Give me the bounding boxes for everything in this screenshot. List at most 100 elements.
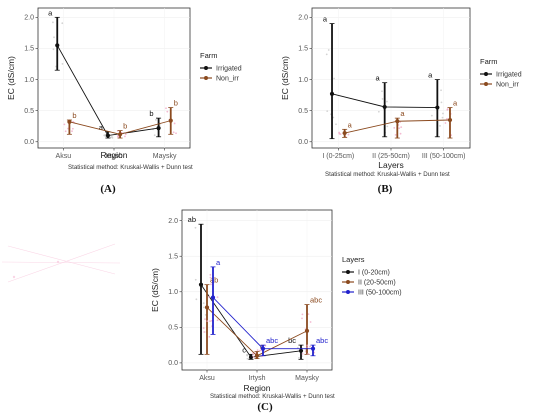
raw-point [203,331,206,333]
raw-point [153,134,156,137]
data-point [67,119,72,124]
raw-point [172,131,175,134]
x-tick-label: I (0-25cm) [322,153,354,160]
significance-label: a [376,74,381,83]
y-tick-label: 1.5 [24,46,34,53]
y-tick-label: 0.0 [298,139,308,146]
data-point [210,295,216,300]
data-point [260,346,266,351]
raw-point [338,131,341,134]
raw-point [309,321,312,323]
legend: Layers I (0-20cm) II (20-50cm) III (50-100c… [342,255,402,297]
raw-point [103,134,106,137]
raw-point [194,226,197,229]
chart-panel-c: 0.0 0.5 1.0 1.5 2.0 Aksu Irtysh Maysky Region EC … [150,209,402,413]
raw-point [71,130,73,133]
raw-point [124,135,126,138]
raw-point [52,21,54,24]
raw-point [208,335,211,338]
data-point [55,43,60,48]
significance-label: c [242,345,246,354]
raw-point [306,346,309,349]
significance-label: a [48,8,53,17]
legend-swatch-point [346,270,350,274]
raw-point [256,349,259,352]
raw-point [259,349,262,352]
raw-point [63,123,66,126]
raw-point [52,48,55,51]
raw-point [117,135,120,138]
raw-point [393,126,396,129]
raw-point [440,89,442,92]
raw-point [301,353,304,355]
raw-point [209,320,211,323]
significance-label: a [323,15,328,24]
raw-point [252,355,255,358]
raw-point [246,357,249,360]
data-point [395,119,400,124]
chart-panel-b: 0.0 0.5 1.0 1.5 2.0 I (0-25cm) II (25-50cm) III… [280,7,522,195]
legend-swatch-point [346,280,350,284]
raw-point [203,306,205,309]
raw-point [124,133,127,136]
raw-point [61,62,64,65]
significance-label: a [348,120,353,129]
raw-point [252,353,254,355]
data-point [198,282,204,287]
legend-title: Farm [200,51,218,60]
data-point [254,353,260,358]
y-axis-title: EC (dS/cm) [280,56,290,100]
significance-label: abc [316,336,328,345]
significance-label: a [400,109,405,118]
significance-label: b [174,99,178,108]
raw-point [173,122,176,125]
raw-point [208,296,211,298]
panel-label: (C) [257,401,273,413]
raw-point [307,313,310,316]
raw-point [333,77,335,80]
legend-swatch-point [346,290,350,294]
data-point [329,91,335,96]
raw-point [377,110,380,113]
statistical-method-note: Statistical method: Kruskal-Wallis + Dun… [325,171,450,178]
raw-point [386,100,388,103]
x-tick-label: Irtysh [105,153,122,160]
raw-point [386,125,389,128]
raw-point [206,320,209,323]
x-tick-label: III (50-100cm) [422,153,466,160]
x-tick-label: Irtysh [248,375,265,382]
series-non-irr: a a a [338,99,458,139]
significance-label: b [123,122,127,131]
raw-point [202,302,205,305]
y-tick-label: 1.0 [168,289,178,296]
y-axis-title: EC (dS/cm) [150,268,160,312]
raw-point [326,110,329,113]
raw-point [381,98,384,100]
data-point [342,130,347,136]
x-tick-label: Maysky [153,153,177,160]
significance-label: abc [310,296,322,305]
raw-point [166,110,169,113]
raw-point [216,319,219,322]
x-axis-title: Region [244,383,271,393]
x-tick-label: II (25-50cm) [372,153,410,160]
raw-point [209,276,212,279]
data-point [382,104,387,110]
legend-label: Non_irr [216,76,240,83]
significance-label: b [72,111,76,120]
data-point [168,118,173,123]
legend-swatch-point [484,72,488,76]
x-axis-title: Region [101,150,128,160]
data-point [447,117,453,123]
data-point [156,125,161,131]
data-point [204,305,210,310]
raw-point [398,127,401,130]
raw-point [440,101,443,104]
significance-label: bc [288,336,296,345]
raw-point [394,133,397,136]
raw-point [296,346,299,349]
legend: Farm Irrigated Non_irr [200,51,242,83]
